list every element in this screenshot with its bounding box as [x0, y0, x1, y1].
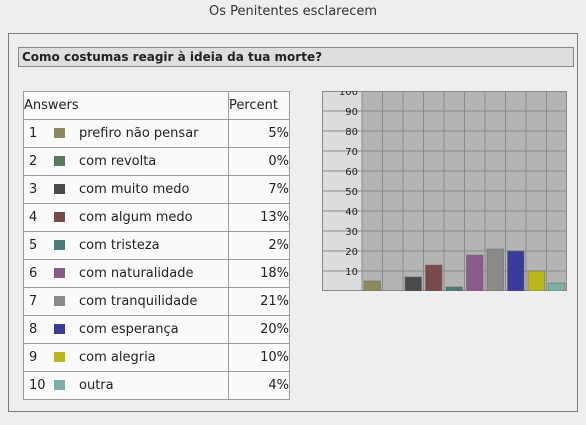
color-swatch [54, 268, 65, 278]
answer-percent: 5% [228, 119, 290, 148]
answer-label: com revolta [79, 154, 157, 169]
answer-percent: 13% [228, 203, 290, 232]
color-swatch [54, 212, 65, 222]
table-row: 3 com muito medo 7% [23, 175, 290, 204]
answer-cell: 2 com revolta [23, 147, 229, 176]
answer-cell: 8 com esperança [23, 315, 229, 344]
answer-number: 1 [29, 126, 38, 141]
answer-label: com algum medo [79, 210, 193, 225]
poll-panel: Como costumas reagir à ideia da tua mort… [8, 33, 578, 412]
answer-cell: 1 prefiro não pensar [23, 119, 229, 148]
chart-border [322, 91, 567, 291]
results-bar-chart: 10 20 30 40 50 60 70 80 90 100 [322, 91, 567, 291]
color-swatch [54, 296, 65, 306]
answer-percent: 20% [228, 315, 290, 344]
bar [507, 250, 525, 291]
answer-percent: 0% [228, 147, 290, 176]
answer-percent: 4% [228, 371, 290, 400]
answer-label: com esperança [79, 322, 179, 337]
answer-label: com muito medo [79, 182, 190, 197]
answer-number: 5 [29, 238, 38, 253]
answer-label: com tranquilidade [79, 294, 198, 309]
table-row: 9 com alegria 10% [23, 343, 290, 372]
table-row: 5 com tristeza 2% [23, 231, 290, 260]
bar [445, 286, 463, 291]
table-row: 7 com tranquilidade 21% [23, 287, 290, 316]
table-row: 2 com revolta 0% [23, 147, 290, 176]
y-tick-label: 50 [345, 187, 358, 198]
color-swatch [54, 184, 65, 194]
answer-cell: 4 com algum medo [23, 203, 229, 232]
color-swatch [54, 128, 65, 138]
answer-label: com alegria [79, 350, 156, 365]
answer-number: 6 [29, 266, 38, 281]
y-tick-label: 60 [345, 167, 358, 178]
table-row: 4 com algum medo 13% [23, 203, 290, 232]
answer-cell: 7 com tranquilidade [23, 287, 229, 316]
answer-number: 10 [29, 378, 46, 393]
answer-cell: 6 com naturalidade [23, 259, 229, 288]
table-row: 8 com esperança 20% [23, 315, 290, 344]
y-tick-label: 10 [345, 267, 358, 278]
answer-label: com naturalidade [79, 266, 194, 281]
color-swatch [54, 324, 65, 334]
answer-cell: 3 com muito medo [23, 175, 229, 204]
color-swatch [54, 240, 65, 250]
table-row: 1 prefiro não pensar 5% [23, 119, 290, 148]
answer-cell: 9 com alegria [23, 343, 229, 372]
site-title: Os Penitentes esclarecem [208, 4, 378, 19]
y-tick-label: 100 [339, 91, 358, 98]
answer-number: 8 [29, 322, 38, 337]
bar [527, 270, 545, 291]
color-swatch [54, 156, 65, 166]
answer-percent: 18% [228, 259, 290, 288]
bar [425, 264, 443, 291]
answer-label: com tristeza [79, 238, 160, 253]
table-row: 10 outra 4% [23, 371, 290, 400]
y-tick-label: 70 [345, 147, 358, 158]
answer-percent: 7% [228, 175, 290, 204]
header-percent: Percent [228, 91, 290, 120]
table-header-row: Answers Percent [23, 91, 290, 120]
answer-cell: 5 com tristeza [23, 231, 229, 260]
answer-label: prefiro não pensar [79, 126, 199, 141]
answer-number: 7 [29, 294, 38, 309]
answer-label: outra [79, 378, 114, 393]
header-answers: Answers [23, 91, 229, 120]
table-row: 6 com naturalidade 18% [23, 259, 290, 288]
y-tick-label: 80 [345, 127, 358, 138]
color-swatch [54, 352, 65, 362]
color-swatch [54, 380, 65, 390]
answer-percent: 2% [228, 231, 290, 260]
y-tick-label: 90 [345, 107, 358, 118]
bar [363, 280, 381, 291]
answers-table: Answers Percent 1 prefiro não pensar 5% 2 co… [23, 91, 290, 400]
bar [466, 254, 484, 291]
y-tick-label: 40 [345, 207, 358, 218]
y-tick-label: 30 [345, 227, 358, 238]
answer-number: 2 [29, 154, 38, 169]
answer-number: 4 [29, 210, 38, 225]
answer-percent: 10% [228, 343, 290, 372]
answer-cell: 10 outra [23, 371, 229, 400]
bar [486, 248, 504, 291]
answer-percent: 21% [228, 287, 290, 316]
bar [404, 276, 422, 291]
answer-number: 9 [29, 350, 38, 365]
poll-question: Como costumas reagir à ideia da tua mort… [18, 47, 574, 67]
answer-number: 3 [29, 182, 38, 197]
bar [548, 282, 566, 291]
y-tick-label: 20 [345, 247, 358, 258]
